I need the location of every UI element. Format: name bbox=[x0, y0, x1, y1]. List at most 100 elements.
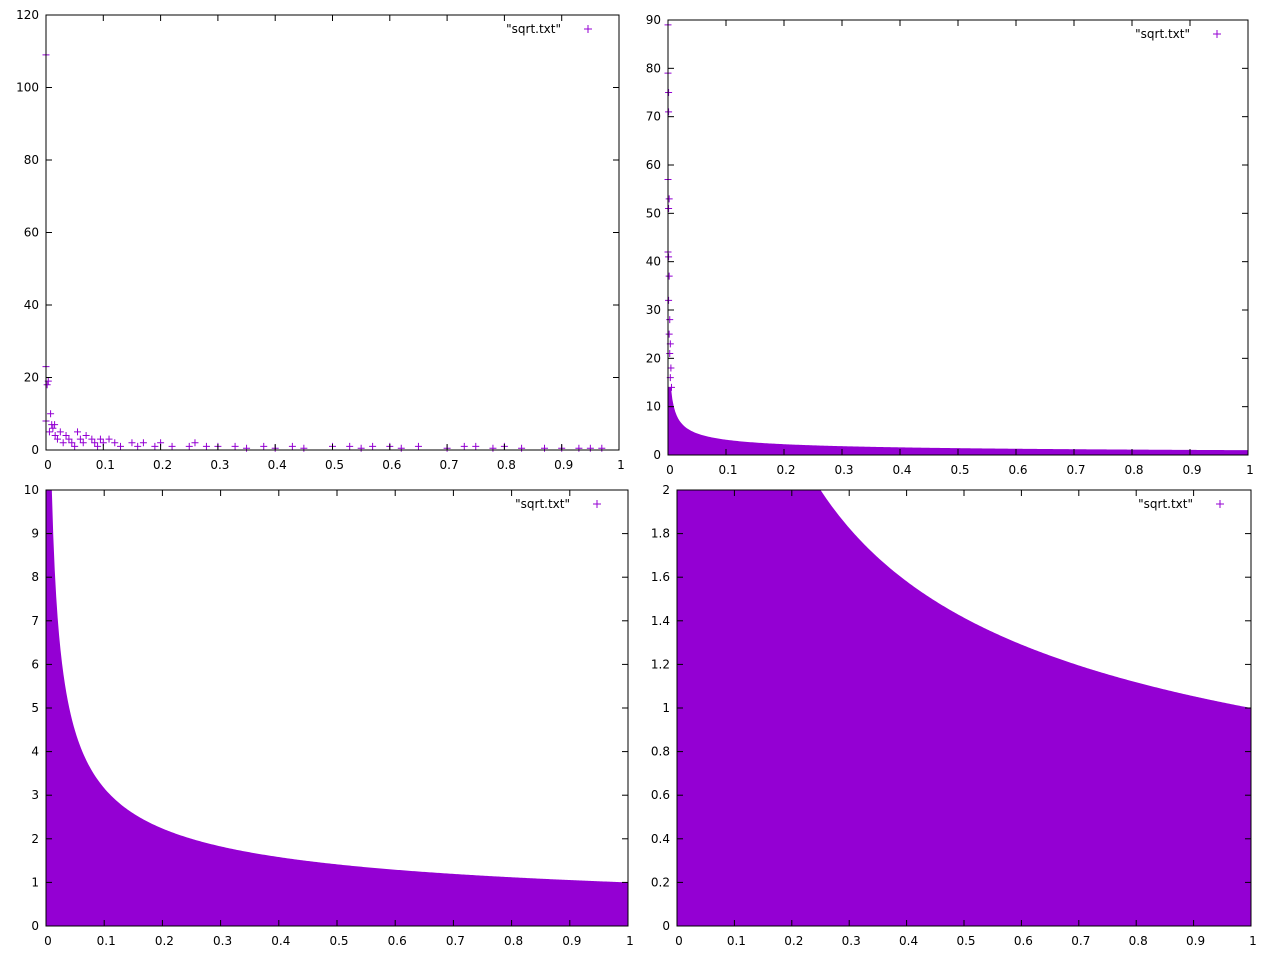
scatter-point bbox=[68, 439, 76, 447]
y-tick-label: 6 bbox=[31, 657, 39, 671]
y-tick-label: 1 bbox=[662, 701, 670, 715]
chart-panel-2: 0 0.1 0.2 0.3 0.4 0.5 0.6 0.7 0.8 0.9 101020304050… bbox=[646, 13, 1254, 477]
x-tick-label: 0.5 bbox=[956, 934, 975, 948]
scatter-point bbox=[116, 442, 124, 450]
y-tick-label: 3 bbox=[31, 788, 39, 802]
scatter-point bbox=[128, 439, 136, 447]
scatter-point bbox=[76, 435, 84, 443]
x-tick-label: 0.4 bbox=[892, 463, 911, 477]
scatter-point bbox=[472, 442, 480, 450]
scatter-point bbox=[202, 442, 210, 450]
chart-panel-4: 0 0.1 0.2 0.3 0.4 0.5 0.6 0.7 0.8 0.9 1 0 0.2 0.4 0.6 0… bbox=[651, 483, 1257, 948]
x-tick-label: 0.7 bbox=[1071, 934, 1090, 948]
y-tick-label: 60 bbox=[646, 158, 661, 172]
scatter-point bbox=[105, 435, 113, 443]
y-tick-label: 30 bbox=[646, 303, 661, 317]
legend-label: "sqrt.txt" bbox=[1135, 27, 1190, 41]
x-tick-label: 0.8 bbox=[1124, 463, 1143, 477]
scatter-point bbox=[575, 444, 583, 452]
scatter-point bbox=[460, 442, 468, 450]
scatter-point bbox=[666, 316, 674, 324]
scatter-point bbox=[665, 253, 673, 261]
x-tick-label: 0 bbox=[44, 934, 52, 948]
y-tick-label: 120 bbox=[16, 8, 39, 22]
legend-label: "sqrt.txt" bbox=[515, 497, 570, 511]
y-tick-label: 1.2 bbox=[651, 657, 670, 671]
scatter-point bbox=[82, 432, 90, 439]
legend-marker bbox=[593, 500, 601, 508]
scatter-point bbox=[369, 442, 377, 450]
x-tick-label: 0.3 bbox=[210, 458, 229, 472]
scatter-point bbox=[59, 439, 67, 447]
x-tick-label: 0.8 bbox=[497, 458, 516, 472]
y-tick-label: 80 bbox=[646, 61, 661, 75]
scatter-point bbox=[665, 195, 673, 203]
scatter-point bbox=[79, 439, 87, 447]
x-tick-label: 0.6 bbox=[382, 458, 401, 472]
legend-marker bbox=[584, 25, 592, 33]
scatter-point bbox=[91, 439, 99, 447]
x-tick-label: 0.5 bbox=[325, 458, 344, 472]
plot-frame bbox=[45, 14, 620, 451]
scatter-point bbox=[665, 89, 673, 96]
y-tick-label: 40 bbox=[24, 298, 39, 312]
x-tick-label: 0.7 bbox=[1066, 463, 1085, 477]
x-tick-label: 0.3 bbox=[842, 934, 861, 948]
y-tick-label: 0.8 bbox=[651, 745, 670, 759]
scatter-point bbox=[139, 439, 147, 447]
scatter-point bbox=[243, 444, 251, 452]
x-tick-label: 0.9 bbox=[1182, 463, 1201, 477]
x-tick-label: 0.2 bbox=[153, 458, 172, 472]
x-tick-label: 0.6 bbox=[388, 934, 407, 948]
y-tick-label: 1.4 bbox=[651, 614, 670, 628]
scatter-point bbox=[260, 442, 268, 450]
scatter-point bbox=[151, 442, 159, 450]
x-tick-label: 0.3 bbox=[213, 934, 232, 948]
scatter-point bbox=[56, 428, 64, 436]
y-tick-label: 5 bbox=[31, 701, 39, 715]
scatter-point bbox=[300, 444, 308, 452]
x-tick-label: 0.5 bbox=[950, 463, 969, 477]
y-tick-label: 0.4 bbox=[651, 832, 670, 846]
scatter-point bbox=[62, 432, 70, 439]
y-tick-label: 70 bbox=[646, 110, 661, 124]
x-tick-label: 0.9 bbox=[554, 458, 573, 472]
y-tick-label: 2 bbox=[31, 832, 39, 846]
y-tick-label: 0 bbox=[31, 443, 39, 457]
x-tick-label: 0 bbox=[675, 934, 683, 948]
legend-label: "sqrt.txt" bbox=[506, 22, 561, 36]
x-tick-label: 0.7 bbox=[440, 458, 459, 472]
scatter-point bbox=[288, 442, 296, 450]
y-tick-label: 0.6 bbox=[651, 788, 670, 802]
y-tick-label: 20 bbox=[24, 371, 39, 385]
y-tick-label: 1.8 bbox=[651, 527, 670, 541]
scatter-point bbox=[346, 442, 354, 450]
legend-label: "sqrt.txt" bbox=[1138, 497, 1193, 511]
scatter-point bbox=[665, 272, 673, 280]
y-tick-label: 8 bbox=[31, 570, 39, 584]
scatter-point bbox=[185, 442, 193, 450]
scatter-point bbox=[518, 444, 526, 452]
y-tick-label: 20 bbox=[646, 351, 661, 365]
y-tick-label: 1 bbox=[31, 875, 39, 889]
scatter-point bbox=[94, 442, 102, 450]
scatter-point bbox=[88, 435, 96, 443]
x-tick-label: 0.6 bbox=[1008, 463, 1027, 477]
legend-marker bbox=[1213, 30, 1221, 38]
scatter-point bbox=[168, 442, 176, 450]
y-tick-label: 9 bbox=[31, 527, 39, 541]
scatter-point bbox=[47, 410, 55, 418]
scatter-point bbox=[74, 428, 82, 436]
chart-panel-3: 0 0.1 0.2 0.3 0.4 0.5 0.6 0.7 0.8 0.9 101234567891… bbox=[24, 483, 634, 948]
scatter-point bbox=[65, 435, 73, 443]
scatter-point bbox=[414, 442, 422, 450]
x-tick-label: 0.1 bbox=[727, 934, 746, 948]
x-tick-label: 0.9 bbox=[562, 934, 581, 948]
scatter-point bbox=[53, 435, 61, 443]
x-tick-label: 0 bbox=[44, 458, 52, 472]
y-tick-label: 40 bbox=[646, 255, 661, 269]
x-tick-label: 0.5 bbox=[329, 934, 348, 948]
x-tick-label: 0.1 bbox=[97, 934, 116, 948]
scatter-point bbox=[357, 444, 365, 452]
scatter-point bbox=[71, 442, 79, 450]
